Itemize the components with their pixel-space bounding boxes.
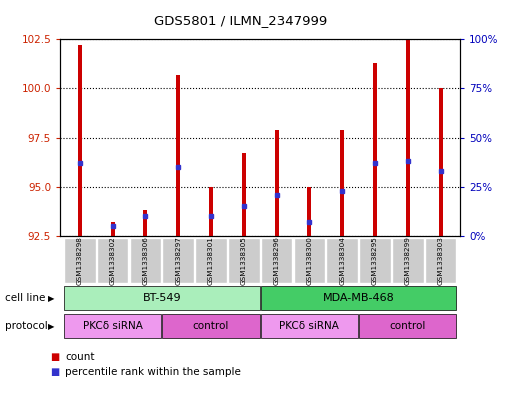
- Text: GSM1338306: GSM1338306: [142, 236, 149, 285]
- Text: GSM1338300: GSM1338300: [306, 236, 312, 285]
- Bar: [275, 130, 279, 236]
- Bar: [261, 238, 292, 283]
- Text: GSM1338304: GSM1338304: [339, 236, 345, 285]
- Text: BT-549: BT-549: [142, 293, 181, 303]
- Bar: [406, 39, 410, 236]
- Bar: [163, 238, 194, 283]
- Bar: [308, 187, 311, 236]
- Text: cell line: cell line: [5, 293, 46, 303]
- Bar: [392, 238, 424, 283]
- Bar: [359, 314, 456, 338]
- Text: protocol: protocol: [5, 321, 48, 331]
- Text: count: count: [65, 352, 95, 362]
- Text: ■: ■: [50, 367, 59, 377]
- Text: ▶: ▶: [48, 294, 54, 303]
- Text: GSM1338302: GSM1338302: [110, 236, 116, 285]
- Bar: [242, 153, 246, 236]
- Bar: [176, 75, 180, 236]
- Text: GSM1338295: GSM1338295: [372, 236, 378, 285]
- Bar: [228, 238, 259, 283]
- Bar: [261, 286, 456, 310]
- Text: GSM1338297: GSM1338297: [175, 236, 181, 285]
- Bar: [293, 238, 325, 283]
- Bar: [64, 286, 259, 310]
- Text: control: control: [390, 321, 426, 331]
- Bar: [130, 238, 161, 283]
- Bar: [373, 63, 377, 236]
- Bar: [425, 238, 456, 283]
- Text: ▶: ▶: [48, 322, 54, 331]
- Text: GSM1338296: GSM1338296: [274, 236, 280, 285]
- Bar: [64, 314, 161, 338]
- Bar: [78, 45, 82, 236]
- Text: percentile rank within the sample: percentile rank within the sample: [65, 367, 241, 377]
- Text: GSM1338305: GSM1338305: [241, 236, 247, 285]
- Bar: [359, 238, 391, 283]
- Bar: [261, 314, 358, 338]
- Text: ■: ■: [50, 352, 59, 362]
- Text: GSM1338299: GSM1338299: [405, 236, 411, 285]
- Text: PKCδ siRNA: PKCδ siRNA: [83, 321, 143, 331]
- Text: GSM1338303: GSM1338303: [438, 236, 444, 285]
- Bar: [326, 238, 358, 283]
- Text: control: control: [193, 321, 229, 331]
- Bar: [439, 88, 442, 236]
- Bar: [111, 222, 115, 236]
- Bar: [97, 238, 128, 283]
- Bar: [163, 314, 259, 338]
- Text: PKCδ siRNA: PKCδ siRNA: [279, 321, 339, 331]
- Bar: [64, 238, 96, 283]
- Text: GSM1338298: GSM1338298: [77, 236, 83, 285]
- Bar: [340, 130, 344, 236]
- Text: GDS5801 / ILMN_2347999: GDS5801 / ILMN_2347999: [154, 14, 327, 27]
- Text: MDA-MB-468: MDA-MB-468: [323, 293, 394, 303]
- Text: GSM1338301: GSM1338301: [208, 236, 214, 285]
- Bar: [143, 210, 147, 236]
- Bar: [209, 187, 213, 236]
- Bar: [195, 238, 227, 283]
